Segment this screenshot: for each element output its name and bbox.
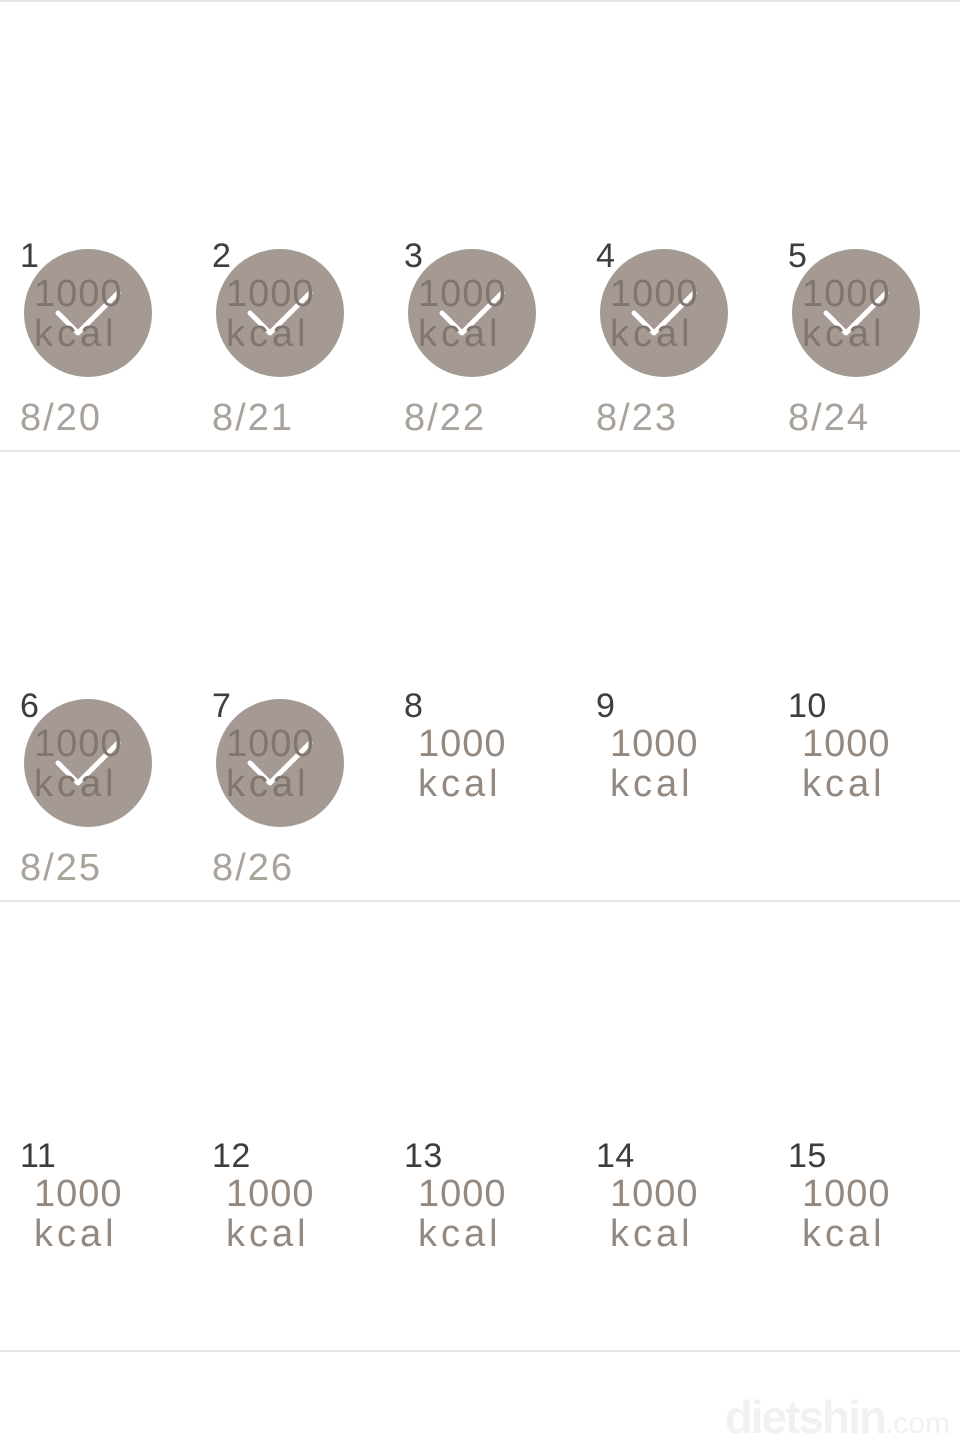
day-cell[interactable]: 21000kcal 8/21 <box>192 225 384 450</box>
calorie-value: 1000 <box>226 1175 384 1215</box>
calorie-block: 1000kcal <box>20 275 192 355</box>
day-cell[interactable]: 71000kcal 8/26 <box>192 675 384 900</box>
day-number: 5 <box>788 239 960 273</box>
calorie-value: 1000 <box>610 1175 768 1215</box>
day-cell[interactable]: 141000kcal <box>576 1125 768 1350</box>
calorie-value: 1000 <box>34 725 192 765</box>
day-number: 10 <box>788 689 960 723</box>
day-cell[interactable]: 61000kcal 8/25 <box>0 675 192 900</box>
day-number: 11 <box>20 1139 192 1173</box>
day-number: 12 <box>212 1139 384 1173</box>
calorie-block: 1000kcal <box>404 725 576 805</box>
day-number: 6 <box>20 689 192 723</box>
calorie-unit: kcal <box>34 1215 192 1255</box>
calorie-value: 1000 <box>418 1175 576 1215</box>
calorie-block: 1000kcal <box>404 1175 576 1255</box>
calorie-block: 1000kcal <box>788 1175 960 1255</box>
calorie-value: 1000 <box>610 725 768 765</box>
completed-date: 8/26 <box>212 847 294 890</box>
calorie-unit: kcal <box>34 765 192 805</box>
day-cell[interactable]: 41000kcal 8/23 <box>576 225 768 450</box>
calorie-block: 1000kcal <box>404 275 576 355</box>
calorie-unit: kcal <box>610 1215 768 1255</box>
calorie-block: 1000kcal <box>788 275 960 355</box>
calorie-unit: kcal <box>610 765 768 805</box>
row-divider <box>0 1350 960 1352</box>
calorie-value: 1000 <box>418 275 576 315</box>
day-cell[interactable]: 121000kcal <box>192 1125 384 1350</box>
calorie-unit: kcal <box>802 315 960 355</box>
day-cell[interactable]: 111000kcal <box>0 1125 192 1350</box>
day-cell[interactable]: 131000kcal <box>384 1125 576 1350</box>
completed-date: 8/20 <box>20 397 102 440</box>
calorie-value: 1000 <box>226 725 384 765</box>
calorie-value: 1000 <box>418 725 576 765</box>
calorie-block: 1000kcal <box>788 725 960 805</box>
calorie-block: 1000kcal <box>212 275 384 355</box>
completed-date: 8/22 <box>404 397 486 440</box>
row-divider <box>0 900 960 902</box>
calorie-value: 1000 <box>34 1175 192 1215</box>
completed-date: 8/21 <box>212 397 294 440</box>
calorie-block: 1000kcal <box>596 275 768 355</box>
calorie-value: 1000 <box>226 275 384 315</box>
day-number: 8 <box>404 689 576 723</box>
day-cell[interactable]: 51000kcal 8/24 <box>768 225 960 450</box>
calorie-block: 1000kcal <box>212 1175 384 1255</box>
calorie-value: 1000 <box>802 725 960 765</box>
day-number: 1 <box>20 239 192 273</box>
completed-date: 8/25 <box>20 847 102 890</box>
calorie-unit: kcal <box>610 315 768 355</box>
day-cell[interactable]: 101000kcal <box>768 675 960 900</box>
day-cell[interactable]: 81000kcal <box>384 675 576 900</box>
day-number: 14 <box>596 1139 768 1173</box>
calorie-unit: kcal <box>802 1215 960 1255</box>
day-number: 4 <box>596 239 768 273</box>
calorie-unit: kcal <box>418 315 576 355</box>
day-cell[interactable]: 91000kcal <box>576 675 768 900</box>
day-number: 9 <box>596 689 768 723</box>
row-divider <box>0 450 960 452</box>
calorie-tracker-grid: 11000kcal8/2021000kcal8/2131000kcal8/224… <box>0 0 960 1450</box>
calorie-value: 1000 <box>610 275 768 315</box>
day-cell[interactable]: 31000kcal 8/22 <box>384 225 576 450</box>
day-cell[interactable]: 11000kcal 8/20 <box>0 225 192 450</box>
calorie-block: 1000kcal <box>596 1175 768 1255</box>
calorie-block: 1000kcal <box>20 1175 192 1255</box>
calorie-block: 1000kcal <box>596 725 768 805</box>
day-number: 13 <box>404 1139 576 1173</box>
calorie-value: 1000 <box>802 275 960 315</box>
calorie-unit: kcal <box>802 765 960 805</box>
calorie-unit: kcal <box>226 1215 384 1255</box>
calorie-unit: kcal <box>34 315 192 355</box>
calorie-unit: kcal <box>226 765 384 805</box>
day-number: 7 <box>212 689 384 723</box>
completed-date: 8/24 <box>788 397 870 440</box>
calorie-block: 1000kcal <box>20 725 192 805</box>
day-number: 15 <box>788 1139 960 1173</box>
calorie-value: 1000 <box>34 275 192 315</box>
completed-date: 8/23 <box>596 397 678 440</box>
day-cell[interactable]: 151000kcal <box>768 1125 960 1350</box>
calorie-unit: kcal <box>418 765 576 805</box>
day-number: 2 <box>212 239 384 273</box>
day-number: 3 <box>404 239 576 273</box>
calorie-unit: kcal <box>226 315 384 355</box>
row-divider <box>0 0 960 2</box>
calorie-unit: kcal <box>418 1215 576 1255</box>
calorie-block: 1000kcal <box>212 725 384 805</box>
calorie-value: 1000 <box>802 1175 960 1215</box>
